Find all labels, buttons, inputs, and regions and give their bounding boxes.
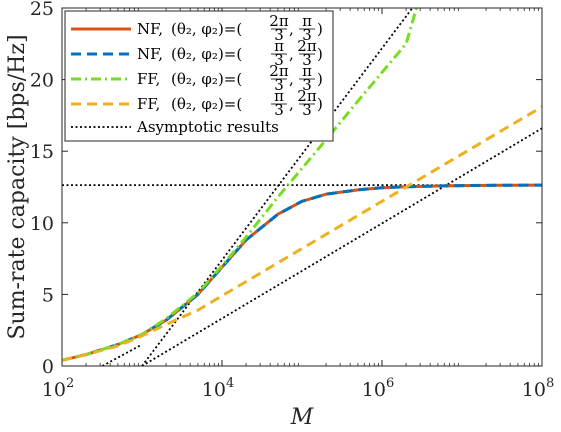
legend-frac-num: 2π	[297, 37, 317, 55]
x-tick-exponent: 2	[66, 376, 74, 391]
y-axis-title: Sum-rate capacity [bps/Hz]	[5, 34, 30, 339]
x-tick-label: 108	[522, 376, 554, 401]
x-tick-label: 102	[42, 376, 74, 401]
legend-frac-num: 2π	[269, 12, 289, 30]
legend-box	[64, 10, 334, 142]
legend-frac-num: π	[274, 87, 284, 105]
y-tick-label: 0	[42, 356, 54, 378]
x-tick-base: 10	[202, 379, 226, 401]
legend-label-vars: (θ₂, φ₂)=(	[171, 70, 242, 88]
x-axis-title: M	[290, 405, 314, 430]
legend-frac-den: 3	[274, 26, 284, 44]
legend-label: Asymptotic results	[136, 118, 279, 136]
legend-comma: ,	[289, 95, 294, 113]
legend-comma: ,	[289, 70, 294, 88]
legend-comma: ,	[289, 20, 294, 38]
y-tick-label: 15	[30, 141, 54, 163]
legend-frac-num: π	[302, 62, 312, 80]
legend-label-prefix: NF,	[137, 20, 163, 38]
legend-frac-den: 3	[274, 51, 284, 69]
legend-label-prefix: NF,	[137, 45, 163, 63]
legend-frac-den: 3	[302, 76, 312, 94]
x-tick-base: 10	[522, 379, 546, 401]
asymptote-line-1	[141, 8, 414, 366]
legend-frac-den: 3	[302, 51, 312, 69]
legend-frac-num: 2π	[297, 87, 317, 105]
series-layer	[62, 8, 542, 366]
y-tick-label: 5	[42, 284, 54, 306]
legend-frac-num: π	[302, 12, 312, 30]
legend-label-vars: (θ₂, φ₂)=(	[171, 45, 242, 63]
legend-frac-den: 3	[274, 76, 284, 94]
legend-comma: ,	[289, 45, 294, 63]
x-tick-label: 106	[362, 376, 394, 401]
axes-box	[61, 7, 543, 367]
series-line-1	[62, 183, 542, 362]
legend-label-prefix: FF,	[137, 95, 160, 113]
series-line-3	[62, 105, 542, 362]
legend-frac-den: 3	[274, 101, 284, 119]
legend-label-prefix: FF,	[137, 70, 160, 88]
x-tick-label: 104	[202, 376, 234, 401]
x-tick-base: 10	[362, 379, 386, 401]
legend-close: )	[317, 70, 323, 88]
y-tick-label: 25	[30, 0, 54, 20]
x-tick-exponent: 4	[226, 376, 234, 391]
x-tick-base: 10	[42, 379, 66, 401]
legend-frac-den: 3	[302, 26, 312, 44]
legend-label-vars: (θ₂, φ₂)=(	[171, 95, 242, 113]
asymptote-line-3	[101, 343, 143, 366]
x-tick-exponent: 8	[546, 376, 554, 391]
legend-close: )	[317, 20, 323, 38]
legend-frac-den: 3	[302, 101, 312, 119]
legend-frac-num: 2π	[269, 62, 289, 80]
x-tick-exponent: 6	[386, 376, 394, 391]
legend-label-vars: (θ₂, φ₂)=(	[171, 20, 242, 38]
y-tick-label: 20	[30, 70, 54, 92]
legend-close: )	[317, 95, 323, 113]
asymptote-line-2	[141, 127, 542, 366]
legend-close: )	[317, 45, 323, 63]
legend-frac-num: π	[274, 37, 284, 55]
legend: NF, (θ₂, φ₂)=(2π3, π3)NF, (θ₂, φ₂)=(π3, 2π3)…	[64, 10, 334, 142]
y-tick-label: 10	[30, 213, 54, 235]
